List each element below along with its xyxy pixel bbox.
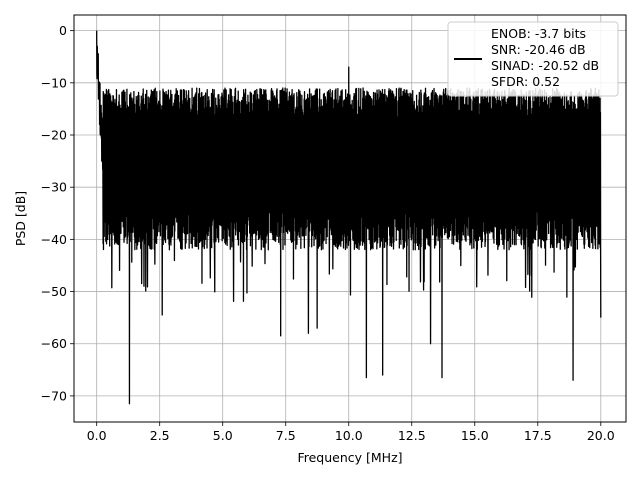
y-tick-label: −30 bbox=[41, 180, 67, 195]
x-tick-label: 2.5 bbox=[150, 428, 170, 443]
x-axis-label: Frequency [MHz] bbox=[297, 450, 402, 465]
y-tick-label: −20 bbox=[41, 128, 67, 143]
y-tick-label: −10 bbox=[41, 75, 67, 90]
x-tick-label: 5.0 bbox=[213, 428, 233, 443]
y-tick-label: −70 bbox=[41, 388, 67, 403]
legend-sfdr: SFDR: 0.52 bbox=[491, 74, 560, 89]
legend: ENOB: -3.7 bits SNR: -20.46 dB SINAD: -2… bbox=[447, 21, 619, 97]
axis-ticks: 0.0 2.5 5.0 7.5 10.0 12.5 15.0 17.5 20.0 0 −10 −20 −… bbox=[41, 23, 615, 443]
y-tick-label: −60 bbox=[41, 336, 67, 351]
x-tick-label: 7.5 bbox=[276, 428, 296, 443]
plot-area bbox=[96, 30, 602, 405]
y-axis-label: PSD [dB] bbox=[13, 191, 28, 246]
legend-sinad: SINAD: -20.52 dB bbox=[491, 58, 599, 73]
x-tick-label: 15.0 bbox=[461, 428, 489, 443]
x-tick-label: 17.5 bbox=[524, 428, 552, 443]
x-tick-label: 12.5 bbox=[398, 428, 426, 443]
axes-frame bbox=[73, 14, 627, 423]
x-tick-label: 10.0 bbox=[335, 428, 363, 443]
legend-snr: SNR: -20.46 dB bbox=[491, 42, 586, 57]
legend-box bbox=[447, 21, 619, 97]
y-tick-label: −50 bbox=[41, 284, 67, 299]
psd-series-line bbox=[96, 30, 602, 405]
y-tick-label: −40 bbox=[41, 232, 67, 247]
legend-enob: ENOB: -3.7 bits bbox=[491, 26, 586, 41]
x-tick-label: 20.0 bbox=[587, 428, 615, 443]
x-tick-label: 0.0 bbox=[87, 428, 107, 443]
y-tick-label: 0 bbox=[59, 23, 67, 38]
